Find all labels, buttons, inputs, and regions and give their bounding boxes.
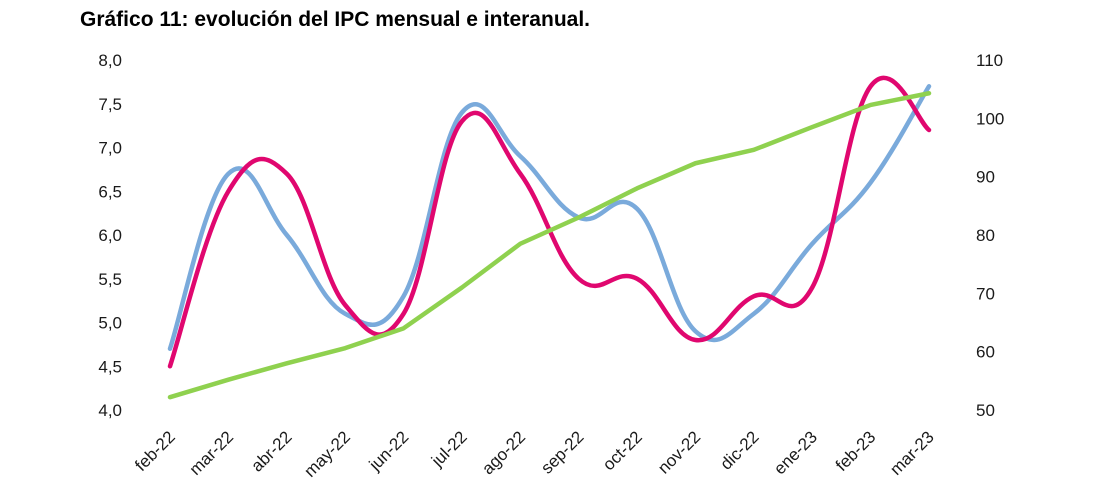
right-tick-label: 70: [976, 284, 995, 303]
right-tick-label: 50: [976, 401, 995, 420]
series-layer: [167, 75, 932, 400]
x-tick-label: dic-22: [716, 427, 762, 473]
x-tick-label: mar-22: [186, 427, 238, 479]
left-tick-label: 6,5: [98, 182, 122, 201]
left-tick-label: 4,0: [98, 401, 122, 420]
x-axis: feb-22 mar-22 abr-22 may-22 jun-22 jul-22 ago-…: [131, 427, 938, 481]
left-tick-label: 5,0: [98, 314, 122, 333]
right-tick-label: 100: [976, 109, 1004, 128]
x-tick-label: jul-22: [427, 427, 471, 471]
left-tick-label: 7,5: [98, 95, 122, 114]
x-tick-label: jun-22: [365, 427, 413, 475]
right-tick-label: 80: [976, 226, 995, 245]
x-tick-label: abr-22: [247, 427, 295, 475]
x-tick-label: may-22: [300, 427, 354, 481]
blue-series-line: [167, 84, 932, 351]
magenta-series-line: [167, 75, 932, 369]
green-series-line: [167, 91, 932, 400]
x-tick-label: mar-23: [886, 427, 938, 479]
right-tick-label: 60: [976, 343, 995, 362]
x-tick-label: nov-22: [654, 427, 704, 477]
right-tick-label: 90: [976, 168, 995, 187]
chart-title: Gráfico 11: evolución del IPC mensual e …: [80, 8, 590, 31]
x-tick-label: feb-22: [131, 427, 179, 475]
right-y-axis: 50 60 70 80 90 100 110: [976, 51, 1004, 420]
left-tick-label: 4,5: [98, 357, 122, 376]
left-tick-label: 6,0: [98, 226, 122, 245]
x-tick-label: sep-22: [537, 427, 587, 477]
left-tick-label: 5,5: [98, 270, 122, 289]
left-tick-label: 8,0: [98, 51, 122, 70]
left-y-axis: 4,0 4,5 5,0 5,5 6,0 6,5 7,0 7,5 8,0: [98, 51, 122, 420]
left-tick-label: 7,0: [98, 139, 122, 158]
x-tick-label: ago-22: [478, 427, 529, 478]
x-tick-label: ene-23: [770, 427, 821, 478]
x-tick-label: feb-23: [832, 427, 880, 475]
right-tick-label: 110: [976, 51, 1003, 70]
x-tick-label: oct-22: [599, 427, 646, 474]
